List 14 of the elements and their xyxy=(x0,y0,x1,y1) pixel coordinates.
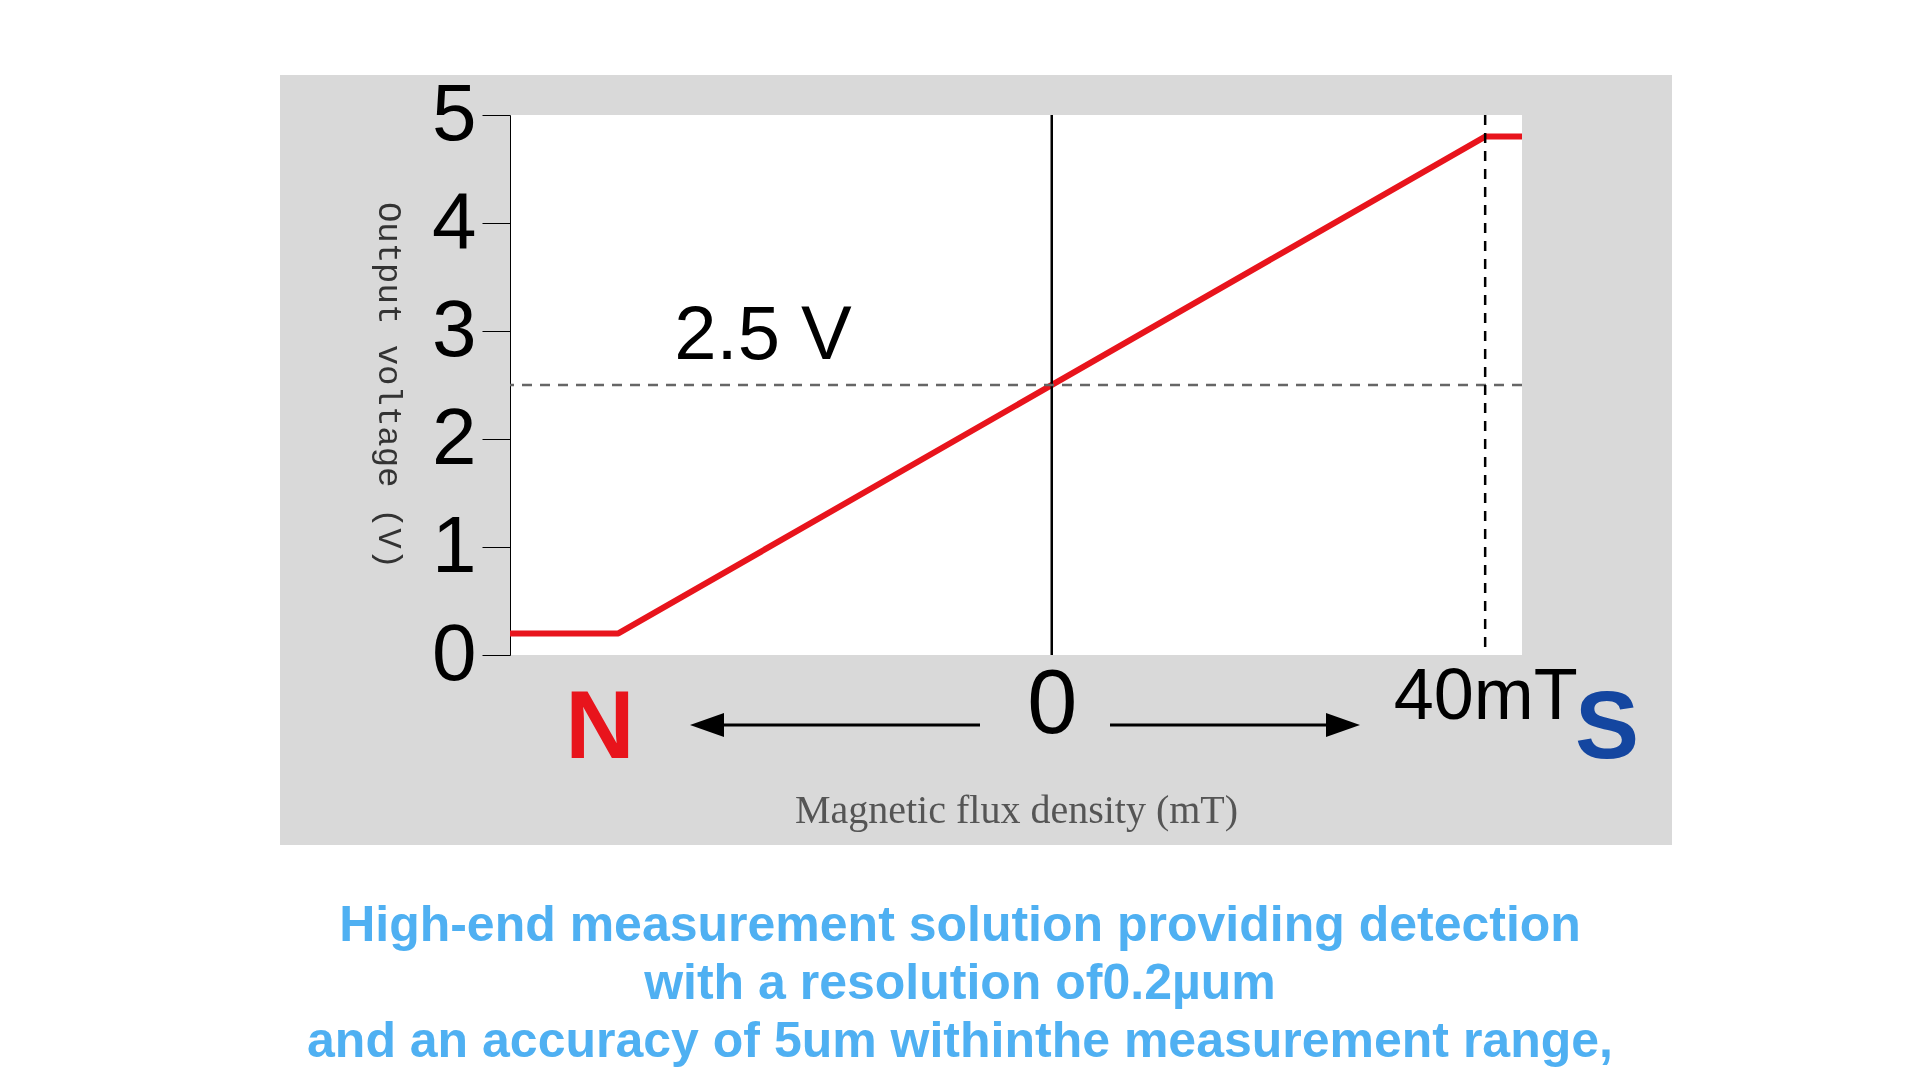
y-tick-label: 5 xyxy=(432,67,477,157)
text: N xyxy=(565,671,635,778)
y-tick-label: 2 xyxy=(432,391,477,481)
x-tick-label: 40mT xyxy=(1393,653,1578,734)
text: and an accuracy of 5um withinthe measurement range, xyxy=(306,1011,1614,1069)
x-axis-title: Magnetic flux density (mT) xyxy=(794,786,1239,832)
y-axis-title: Output voltage (V) xyxy=(369,201,408,570)
text: with a resolution of0.2µum xyxy=(643,953,1277,1011)
y-tick-label: 1 xyxy=(432,499,477,589)
text: S xyxy=(1575,671,1640,778)
text: High-end measurement solution providing detection xyxy=(338,895,1582,953)
ref-line-label: 2.5 V xyxy=(674,290,853,375)
y-tick-label: 4 xyxy=(432,175,477,265)
y-tick-label: 3 xyxy=(432,283,477,373)
